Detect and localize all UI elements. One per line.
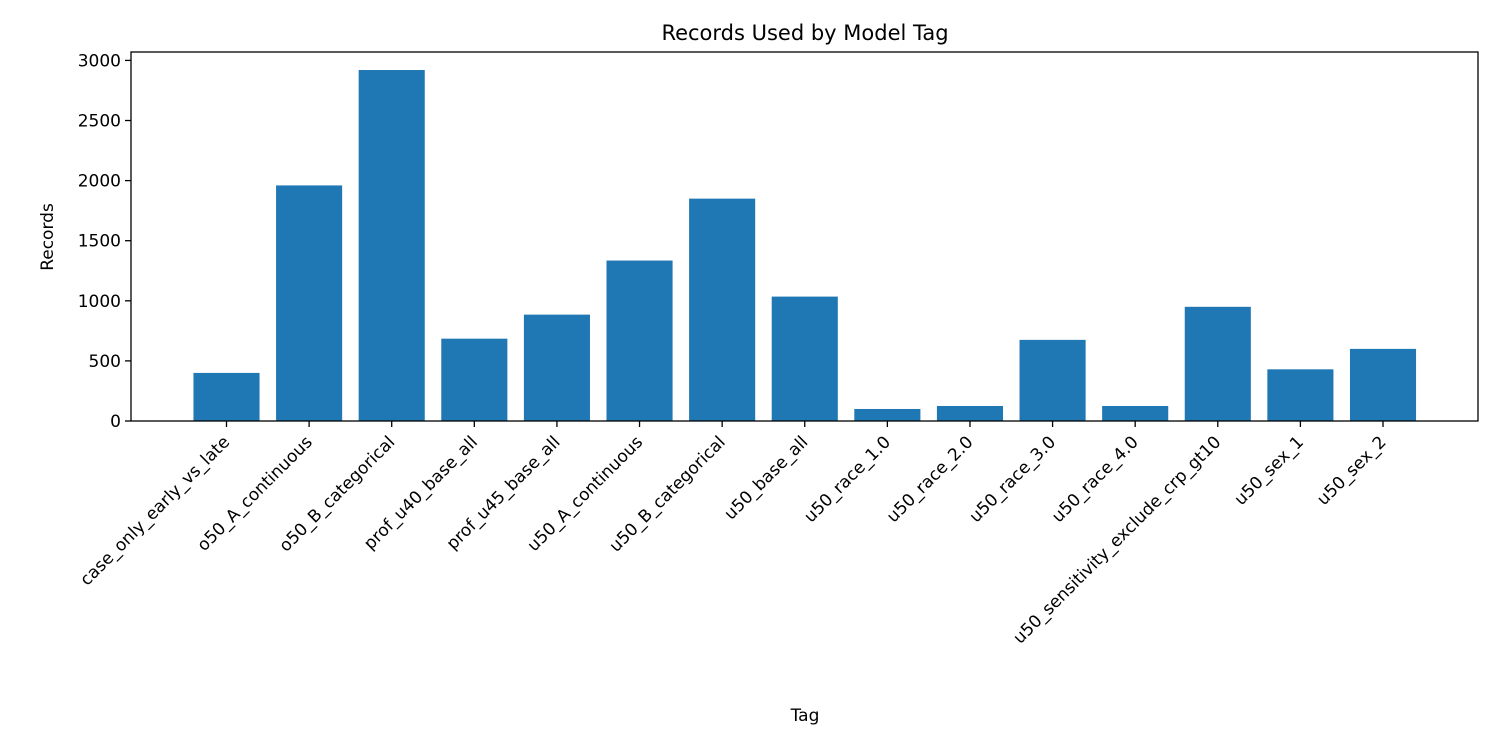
x-tick-label: case_only_early_vs_late xyxy=(76,432,234,590)
bar-u50_race_2.0 xyxy=(936,405,1004,421)
y-tick-label: 1000 xyxy=(78,292,121,312)
y-tick-label: 3000 xyxy=(78,51,121,71)
x-tick-label: u50_race_1.0 xyxy=(800,432,895,527)
bar-prof_u45_base_all xyxy=(523,314,590,421)
bar-u50_B_categorical xyxy=(689,198,756,421)
bar-case_only_early_vs_late xyxy=(193,372,260,421)
y-tick-label: 500 xyxy=(89,352,121,372)
x-tick-label: u50_sex_1 xyxy=(1231,432,1308,509)
bar-prof_u40_base_all xyxy=(441,338,508,421)
y-tick-label: 2500 xyxy=(78,112,121,132)
y-axis: 0 500 1000 1500 2000 2500 3000 xyxy=(78,51,131,432)
x-tick-label: u50_race_3.0 xyxy=(966,432,1061,527)
y-tick-label: 2000 xyxy=(78,172,121,192)
bars-layer xyxy=(193,70,1417,421)
x-axis-label: Tag xyxy=(790,706,820,726)
y-tick-label: 0 xyxy=(110,412,121,432)
bar-u50_race_4.0 xyxy=(1102,405,1169,421)
x-tick-label: u50_base_all xyxy=(721,432,813,524)
bar-u50_sensitivity_exclude_crp_gt10 xyxy=(1184,306,1251,421)
x-tick-label: u50_race_2.0 xyxy=(883,432,978,527)
bar-u50_race_1.0 xyxy=(854,408,921,421)
bar-o50_B_categorical xyxy=(358,70,425,421)
y-axis-label: Records xyxy=(38,203,58,271)
x-axis: case_only_early_vs_lateo50_A_continuouso… xyxy=(76,421,1391,648)
bar-o50_A_continuous xyxy=(276,185,343,421)
x-tick-label: u50_sex_2 xyxy=(1313,432,1390,509)
bar-u50_sex_1 xyxy=(1267,369,1334,421)
plot-frame xyxy=(130,51,1479,422)
x-tick-label: u50_race_4.0 xyxy=(1048,432,1143,527)
bar-u50_sex_2 xyxy=(1349,348,1417,421)
y-tick-label: 1500 xyxy=(78,232,121,252)
bar-u50_A_continuous xyxy=(606,260,673,421)
bar-u50_race_3.0 xyxy=(1019,339,1086,421)
bar-u50_base_all xyxy=(771,296,838,421)
chart-title: Records Used by Model Tag xyxy=(661,21,948,45)
